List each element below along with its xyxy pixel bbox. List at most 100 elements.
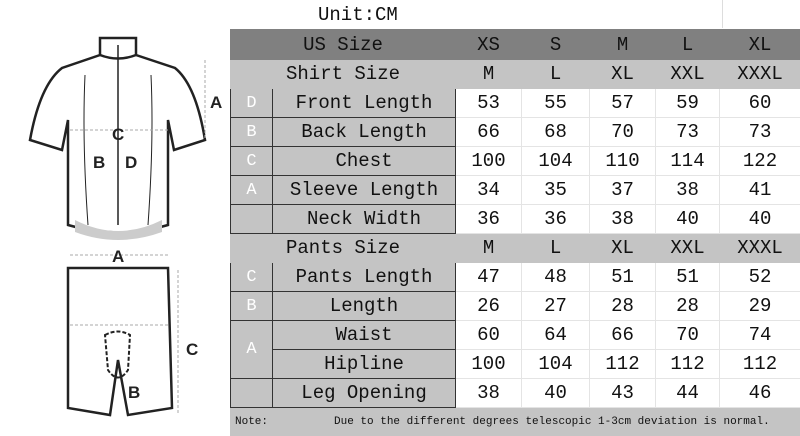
shirt-size-cell: M (456, 60, 522, 89)
diagram-letter: A (231, 321, 273, 379)
measurement-label: Leg Opening (273, 379, 456, 408)
measurement-value: 66 (456, 118, 522, 147)
pants-size-cell: XXL (656, 234, 720, 263)
measurement-value: 26 (456, 292, 522, 321)
measurement-value: 36 (522, 205, 590, 234)
label-c: C (112, 125, 124, 144)
measurement-value: 29 (720, 292, 800, 321)
measurement-value: 44 (656, 379, 720, 408)
note-row: Note:Due to the different degrees telesc… (231, 408, 800, 436)
diagram-letter: D (231, 89, 273, 118)
pants-label-c: C (186, 340, 198, 359)
measurement-value: 47 (456, 263, 522, 292)
us-size-cell: M (590, 30, 656, 60)
measurement-value: 37 (590, 176, 656, 205)
measurement-value: 68 (522, 118, 590, 147)
measurement-label: Neck Width (273, 205, 456, 234)
us-size-header: US Size (231, 30, 456, 60)
measurement-label: Pants Length (273, 263, 456, 292)
jersey-and-shorts-diagram: A B C D A B C (0, 0, 230, 433)
pants-size-cell: XXXL (720, 234, 800, 263)
measurement-value: 40 (656, 205, 720, 234)
measurement-value: 35 (522, 176, 590, 205)
us-size-cell: XL (720, 30, 800, 60)
measurement-value: 100 (456, 350, 522, 379)
diagram-letter: C (231, 263, 273, 292)
pants-size-cell: L (522, 234, 590, 263)
measurement-value: 100 (456, 147, 522, 176)
measurement-label: Length (273, 292, 456, 321)
measurement-value: 40 (720, 205, 800, 234)
measurement-value: 43 (590, 379, 656, 408)
pants-size-header: Pants Size (231, 234, 456, 263)
measurement-value: 41 (720, 176, 800, 205)
measurement-label: Waist (273, 321, 456, 350)
measurement-value: 66 (590, 321, 656, 350)
measurement-value: 46 (720, 379, 800, 408)
measurement-value: 110 (590, 147, 656, 176)
label-d: D (125, 153, 137, 172)
measurement-value: 59 (656, 89, 720, 118)
measurement-value: 122 (720, 147, 800, 176)
measurement-value: 27 (522, 292, 590, 321)
measurement-value: 104 (522, 147, 590, 176)
measurement-value: 74 (720, 321, 800, 350)
measurement-value: 57 (590, 89, 656, 118)
diagram-letter: A (231, 176, 273, 205)
measurement-label: Sleeve Length (273, 176, 456, 205)
us-size-cell: S (522, 30, 590, 60)
diagram-letter (231, 205, 273, 234)
pants-size-cell: M (456, 234, 522, 263)
label-a: A (210, 93, 222, 112)
measurement-value: 55 (522, 89, 590, 118)
measurement-value: 60 (720, 89, 800, 118)
pants-label-a: A (112, 247, 124, 266)
measurement-value: 73 (720, 118, 800, 147)
measurement-value: 53 (456, 89, 522, 118)
shirt-size-cell: XXXL (720, 60, 800, 89)
diagram-letter (231, 379, 273, 408)
pants-size-cell: XL (590, 234, 656, 263)
shorts-outline (68, 268, 172, 415)
diagram-letter: C (231, 147, 273, 176)
measurement-value: 73 (656, 118, 720, 147)
shirt-size-cell: XXL (656, 60, 720, 89)
measurement-label: Front Length (273, 89, 456, 118)
measurement-label: Chest (273, 147, 456, 176)
shirt-size-cell: L (522, 60, 590, 89)
label-b: B (93, 153, 105, 172)
measurement-value: 28 (590, 292, 656, 321)
measurement-value: 114 (656, 147, 720, 176)
measurement-label: Hipline (273, 350, 456, 379)
divider (722, 0, 723, 28)
us-size-cell: XS (456, 30, 522, 60)
measurement-value: 38 (656, 176, 720, 205)
shirt-size-cell: XL (590, 60, 656, 89)
measurement-label: Back Length (273, 118, 456, 147)
measurement-value: 112 (720, 350, 800, 379)
measurement-value: 64 (522, 321, 590, 350)
measurement-value: 104 (522, 350, 590, 379)
diagram-letter: B (231, 118, 273, 147)
measurement-value: 36 (456, 205, 522, 234)
shirt-size-header: Shirt Size (231, 60, 456, 89)
us-size-cell: L (656, 30, 720, 60)
measurement-value: 52 (720, 263, 800, 292)
measurement-value: 70 (656, 321, 720, 350)
measurement-value: 51 (590, 263, 656, 292)
measurement-value: 38 (590, 205, 656, 234)
unit-label: Unit:CM (318, 4, 398, 26)
measurement-value: 51 (656, 263, 720, 292)
